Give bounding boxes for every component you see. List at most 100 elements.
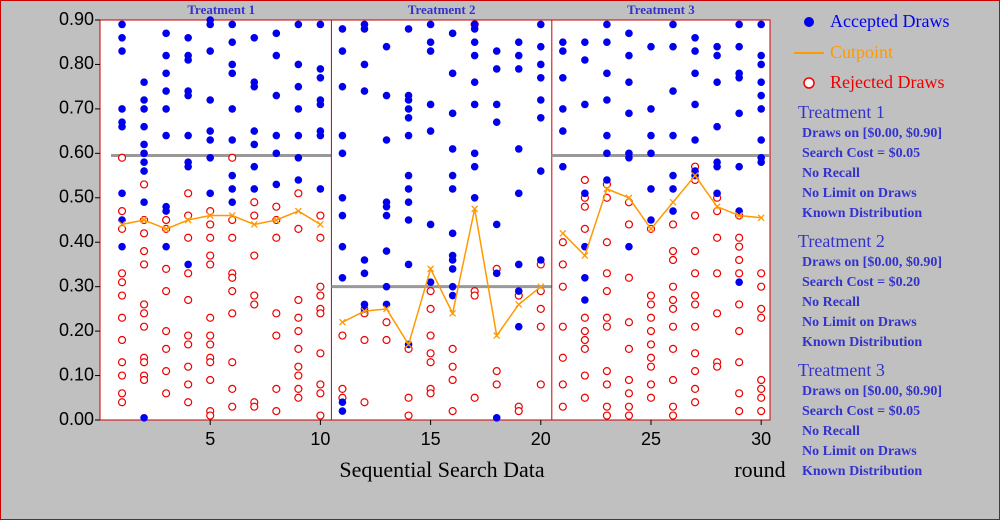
rejected-draw [117,278,127,287]
rejected-draw [624,375,634,385]
plot-area [99,19,771,421]
rejected-draw [294,189,303,198]
rejected-draw [668,247,678,256]
cutpoint-marker [184,216,192,224]
rejected-draw [668,304,678,313]
rejected-draw [580,393,589,402]
accepted-draw [250,127,259,135]
accepted-draw [691,69,699,78]
rejected-draw [228,233,237,242]
accepted-draw [294,60,303,69]
rejected-draw [646,340,656,349]
rejected-draw [228,153,237,162]
legend-label: Accepted Draws [830,11,949,31]
rejected-draw [757,384,766,393]
accepted-draw [184,33,192,42]
cutpoint-marker [206,212,214,220]
accepted-draw [404,260,413,269]
rejected-draw [316,282,325,291]
rejected-draw [294,327,303,336]
rejected-draw [184,331,193,340]
accepted-draw [272,149,281,158]
rejected-draw [382,318,391,327]
rejected-draw [713,207,722,216]
accepted-draw [272,29,281,38]
rejected-draw [602,287,612,296]
accepted-draw [360,269,369,278]
rejected-draw [404,411,413,420]
accepted-draw [713,122,721,131]
accepted-draw [647,216,655,224]
accepted-draw [316,65,325,73]
rejected-draw [580,335,589,345]
cutpoint-marker [449,309,457,317]
rejected-draw [426,287,435,296]
treatment-detail: Known Distribution [802,335,922,350]
rejected-draw [580,327,589,336]
accepted-draw [448,145,457,153]
rejected-draw [735,358,744,367]
rejected-draw [250,300,259,309]
rejected-draw [250,198,259,207]
rejected-draw [206,331,215,340]
accepted-draw [757,51,765,60]
accepted-draw [118,105,126,113]
accepted-draw [382,282,391,291]
cutpoint-marker [272,216,280,224]
rejected-draw [184,189,193,198]
accepted-draw [140,158,148,167]
rejected-draw [162,367,171,376]
accepted-draw [140,140,148,149]
treatment-detail: No Recall [802,295,860,310]
rejected-draw [294,371,303,380]
cutpoint-marker [250,220,258,228]
treatment-detail: Search Cost = $0.05 [802,404,920,419]
treatment-detail: Search Cost = $0.20 [802,275,920,290]
x-tick-label: 15 [421,429,441,449]
accepted-draw [470,162,479,171]
rejected-draw [448,362,457,371]
x-tick-label: 20 [531,429,551,449]
accepted-draw [140,96,148,104]
accepted-draw [338,25,347,33]
rejected-draw [426,358,435,367]
cutpoint-marker [228,212,236,220]
accepted-draw [735,162,743,171]
rejected-draw [250,402,259,411]
accepted-draw [691,47,699,55]
treatment-title: Treatment 2 [798,231,885,251]
rejected-draw [206,207,215,216]
accepted-draw [404,171,413,180]
accepted-draw [492,269,501,278]
cutpoint-marker [537,283,545,291]
accepted-draw [404,185,413,193]
treatment-detail: No Recall [802,166,860,181]
rejected-draw [272,233,281,242]
rejected-draw [624,389,634,398]
rejected-draw [228,287,237,296]
accepted-draw [162,69,170,78]
rejected-draw [360,398,369,407]
accepted-draw [316,73,325,82]
rejected-draw [294,384,303,393]
accepted-draw [647,149,655,158]
accepted-draw [514,38,523,47]
legend-label: Cutpoint [830,42,893,62]
rejected-draw [139,260,149,269]
rejected-draw [184,398,193,407]
cutpoint-marker [140,216,148,224]
accepted-draw [228,171,237,180]
accepted-draw [603,38,611,47]
accepted-draw [514,322,523,331]
rejected-draw [646,393,656,402]
accepted-draw [448,265,457,273]
rejected-draw [184,340,193,349]
accepted-draw [228,185,237,193]
rejected-draw [602,313,612,322]
accepted-draw [559,73,567,82]
rejected-draw [117,389,127,398]
rejected-draw [448,375,457,385]
rejected-draw [206,358,215,367]
rejected-draw [735,327,744,336]
rejected-draw [448,344,457,353]
